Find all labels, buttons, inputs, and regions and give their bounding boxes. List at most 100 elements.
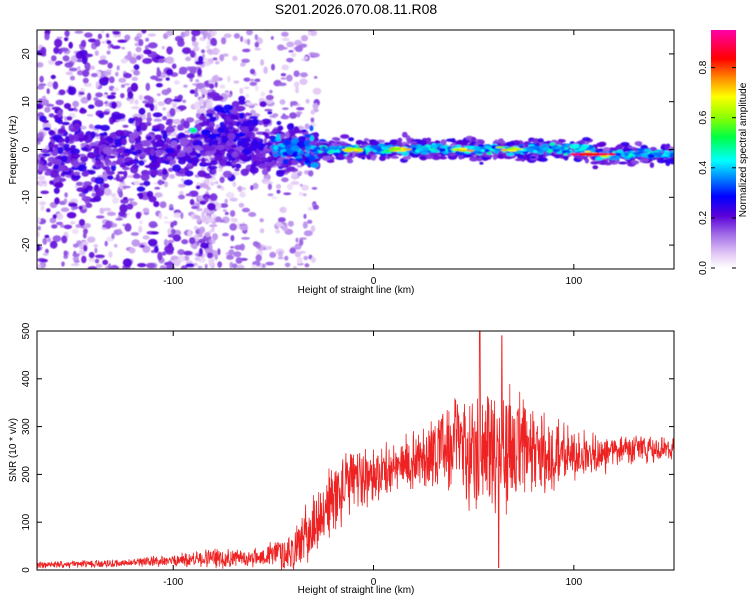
noise-blob [120, 198, 129, 204]
band-blob [100, 124, 110, 132]
noise-blob [100, 30, 105, 34]
noise-blob [205, 178, 210, 185]
band-blob [162, 168, 168, 176]
ridge-blob [365, 149, 371, 153]
ridge-blob [553, 144, 558, 148]
noise-blob [276, 189, 281, 194]
noise-blob [95, 81, 100, 88]
noise-blob [299, 78, 308, 85]
ridge-halo-blob [494, 139, 500, 143]
noise-blob [239, 191, 246, 198]
band-blob [205, 150, 214, 156]
noise-blob [154, 186, 161, 190]
noise-blob [86, 114, 94, 117]
ridge-blob [421, 146, 430, 152]
noise-blob [232, 55, 238, 61]
band-blob [90, 145, 98, 149]
noise-blob [171, 228, 176, 235]
ridge-blob [552, 148, 560, 153]
noise-blob [51, 55, 57, 62]
band-blob [96, 158, 102, 166]
band-blob [231, 100, 240, 108]
band-blob [307, 155, 316, 162]
ridge-halo-blob [317, 153, 324, 159]
noise-blob [290, 181, 300, 185]
noise-blob [177, 255, 186, 263]
noise-blob [294, 81, 300, 88]
noise-blob [293, 266, 297, 269]
noise-blob [209, 217, 215, 223]
band-blob [223, 156, 229, 161]
noise-blob [166, 264, 175, 269]
band-blob [272, 149, 278, 153]
noise-blob [295, 86, 299, 94]
ridge-halo-blob [664, 144, 670, 150]
noise-blob [172, 103, 178, 108]
noise-blob [87, 236, 96, 243]
snr-ytick-label: 200 [21, 466, 32, 483]
noise-blob [299, 191, 304, 197]
noise-blob [253, 103, 259, 107]
noise-blob [218, 219, 226, 223]
band-blob [190, 157, 199, 165]
ridge-peak-blob [451, 148, 460, 151]
noise-blob [233, 80, 240, 84]
noise-blob [87, 266, 98, 269]
band-blob [99, 132, 108, 136]
band-blob [262, 148, 273, 152]
band-blob [73, 122, 81, 131]
noise-blob [197, 68, 202, 76]
noise-blob [264, 108, 273, 112]
noise-blob [231, 218, 238, 223]
noise-blob [99, 181, 106, 191]
band-blob [262, 131, 268, 136]
band-blob [179, 137, 190, 146]
band-blob [220, 136, 228, 140]
band-blob [208, 133, 218, 138]
noise-blob [88, 104, 95, 109]
noise-blob [72, 100, 79, 108]
noise-blob [149, 103, 155, 112]
noise-blob [77, 70, 84, 76]
noise-blob [79, 49, 88, 57]
band-blob [255, 160, 262, 164]
colorbar-axes: 0.0 0.2 0.4 0.6 0.8 [698, 60, 736, 275]
ridge-halo-blob [631, 160, 637, 165]
band-blob [304, 139, 311, 147]
noise-blob [199, 226, 206, 234]
noise-blob [48, 129, 56, 136]
band-blob [176, 152, 186, 158]
ridge-halo-blob [579, 139, 586, 145]
ridge-halo-blob [340, 134, 350, 139]
band-blob [213, 105, 224, 112]
band-blob [85, 139, 91, 144]
noise-blob [156, 69, 162, 78]
noise-blob [235, 257, 243, 264]
noise-blob [211, 31, 215, 37]
band-blob [222, 121, 228, 126]
noise-blob [303, 213, 307, 219]
band-blob [111, 151, 119, 155]
noise-blob [61, 261, 65, 267]
noise-blob [39, 75, 44, 83]
ridge-blob [533, 145, 538, 150]
noise-blob [78, 249, 86, 256]
noise-blob [37, 141, 41, 145]
band-blob [177, 124, 183, 131]
noise-blob [121, 84, 125, 88]
ridge-halo-blob [417, 139, 427, 146]
noise-blob [151, 231, 159, 235]
ridge-halo-blob [368, 139, 377, 143]
noise-blob [97, 33, 103, 40]
noise-blob [128, 247, 136, 254]
band-blob [81, 170, 90, 177]
noise-blob [104, 240, 108, 247]
noise-blob [123, 73, 132, 79]
noise-blob [255, 254, 262, 262]
band-blob [58, 138, 67, 143]
noise-blob [291, 52, 297, 58]
ridge-blob [310, 149, 318, 153]
noise-blob [206, 48, 213, 54]
noise-blob [146, 262, 156, 269]
noise-blob [68, 67, 78, 72]
